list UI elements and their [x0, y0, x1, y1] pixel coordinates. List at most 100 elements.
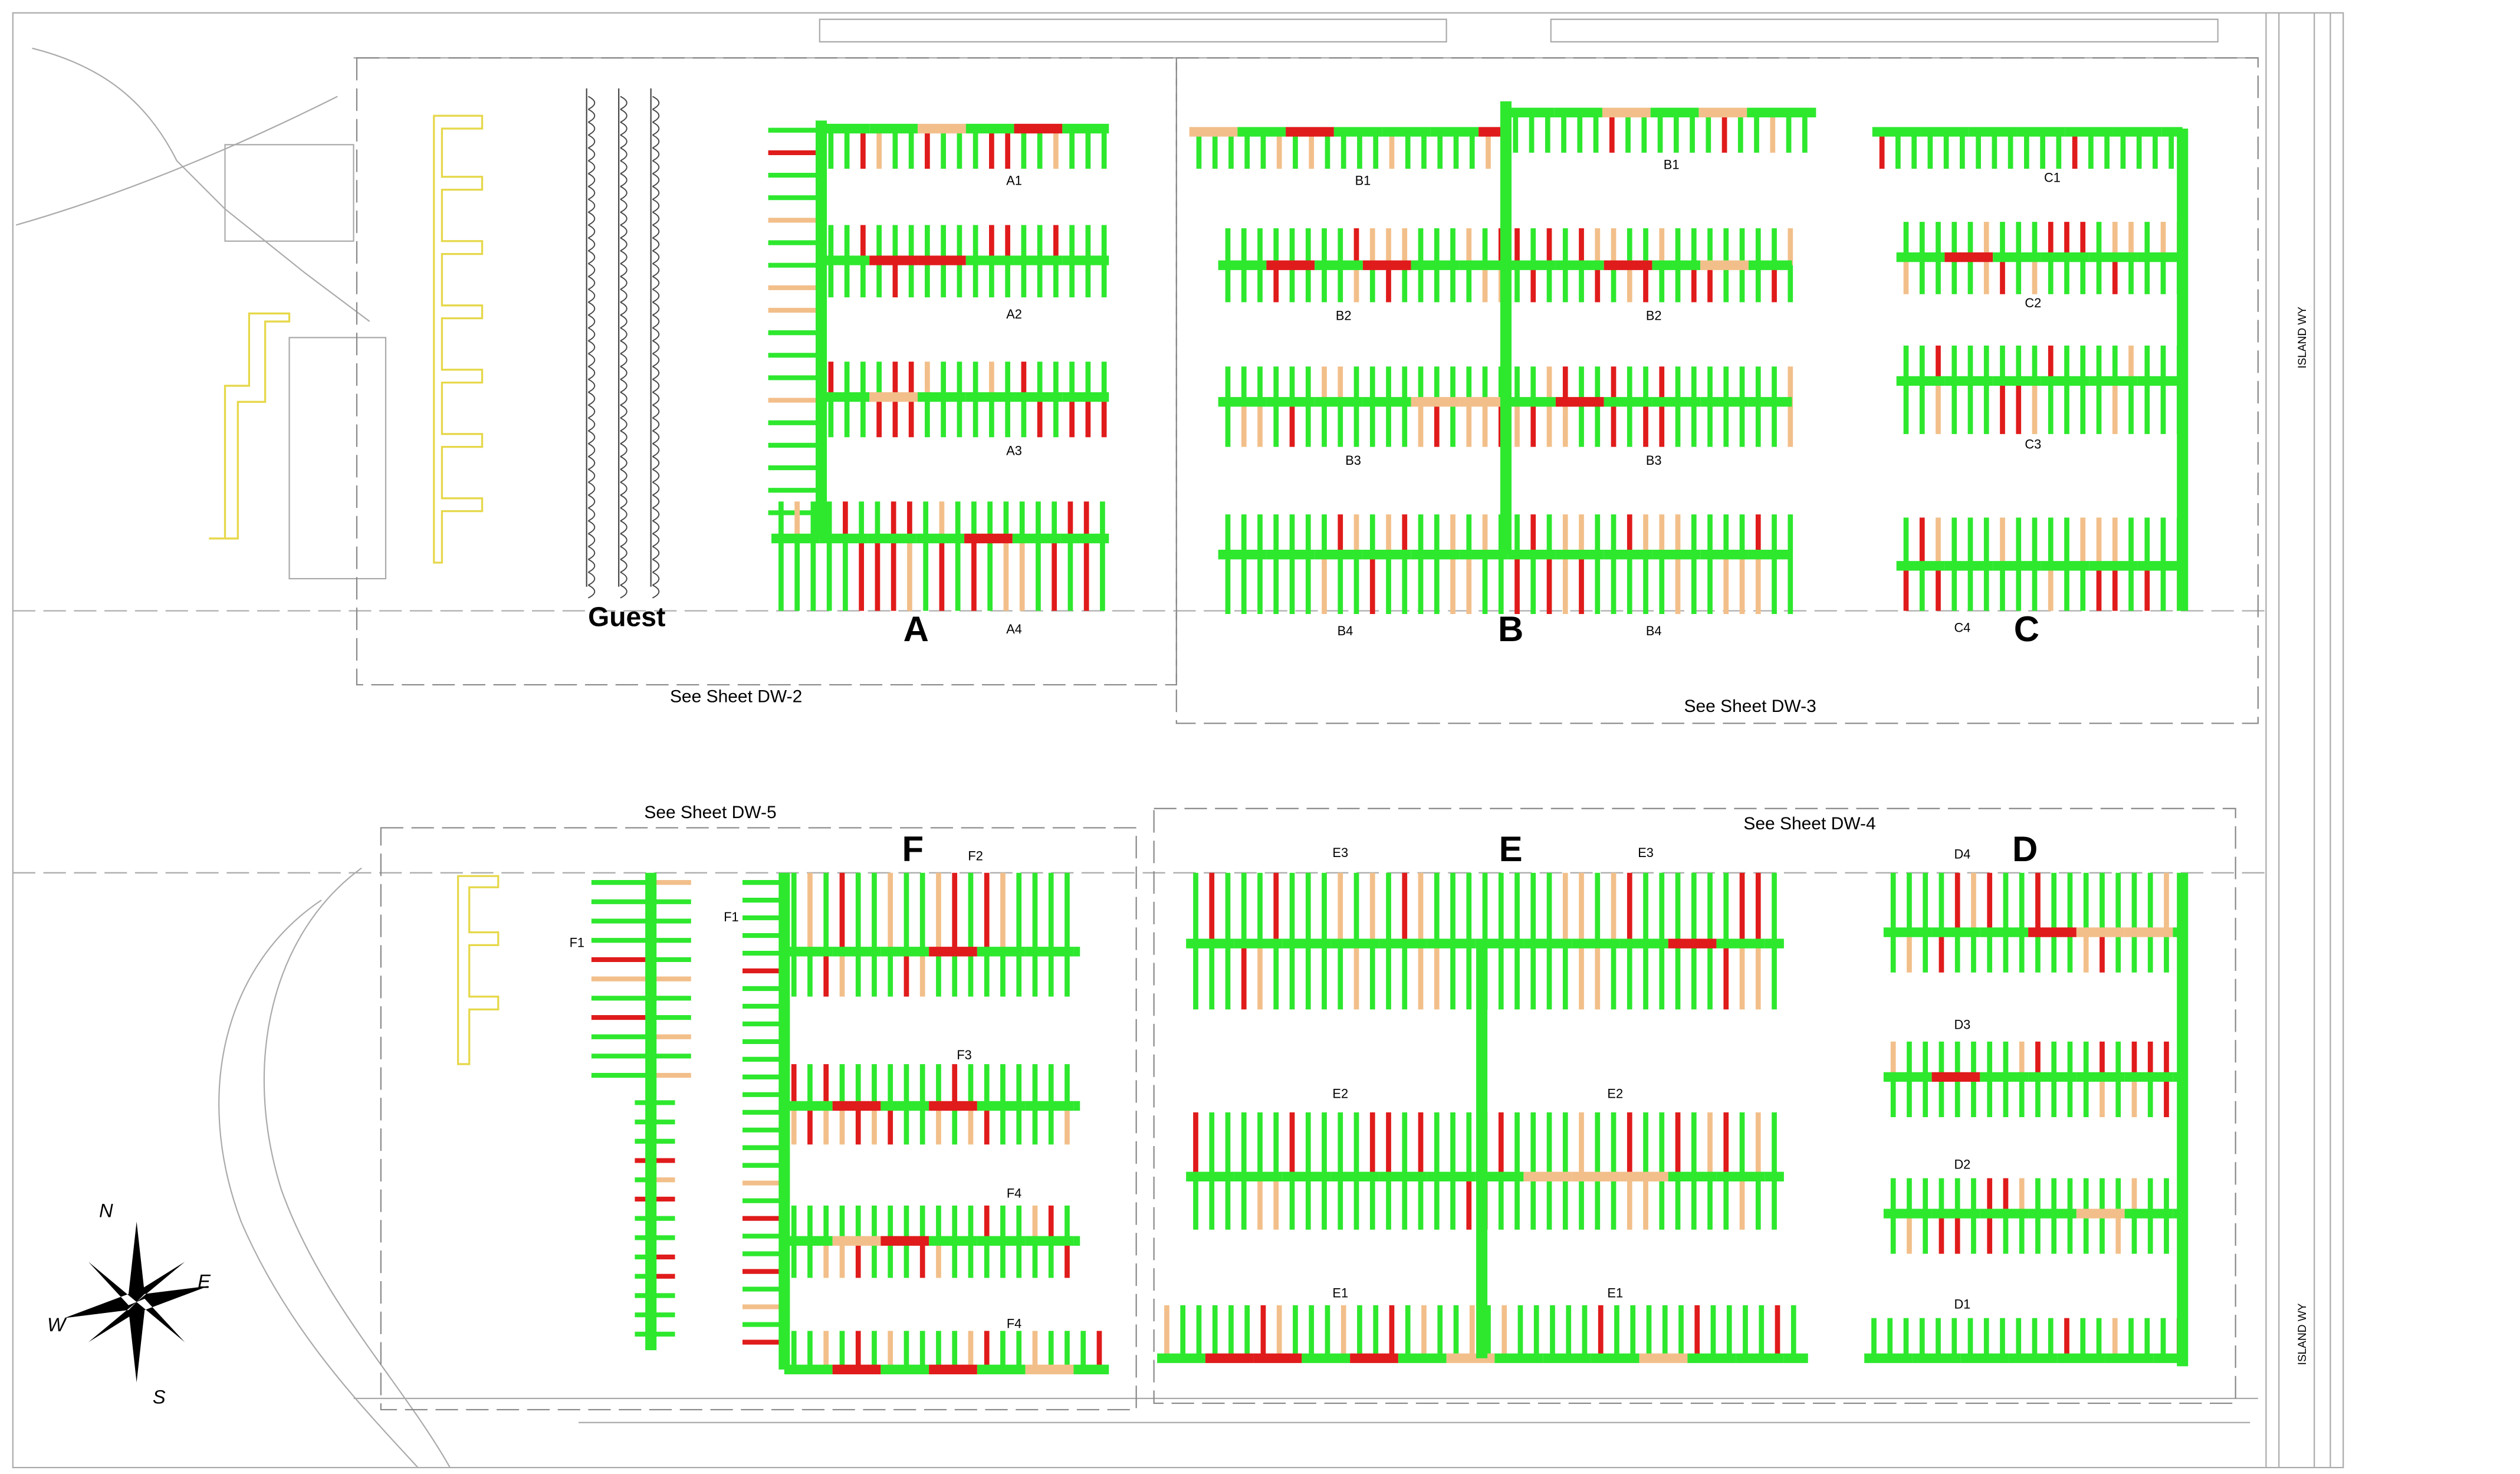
guest-slip: [620, 340, 627, 354]
guest-slip: [587, 186, 596, 200]
guest-slip: [652, 353, 660, 367]
guest-slip: [587, 263, 596, 277]
guest-slip: [652, 585, 660, 599]
street-label: ISLAND WY: [2296, 1303, 2309, 1365]
guest-slip: [652, 288, 660, 303]
guest-slip: [620, 224, 627, 239]
section-letter: D: [2012, 829, 2038, 869]
section-letter: B: [1498, 609, 1523, 649]
guest-slip: [620, 404, 627, 419]
dock-label: A2: [1006, 307, 1022, 321]
guest-slip: [620, 430, 627, 445]
dock-label: B4: [1646, 623, 1662, 638]
guest-slip: [652, 507, 660, 521]
guest-slip: [652, 533, 660, 547]
guest-slip: [587, 173, 596, 187]
guest-slip: [620, 327, 627, 342]
sheet-reference: See Sheet DW-2: [670, 687, 802, 707]
guest-slip: [652, 160, 660, 175]
guest-slip: [620, 417, 627, 432]
guest-slip: [620, 443, 627, 457]
guest-slip: [587, 456, 596, 470]
guest-slip: [620, 520, 627, 534]
guest-slip: [587, 275, 596, 290]
dock-label: E1: [1607, 1286, 1623, 1301]
guest-slip: [652, 199, 660, 213]
dock-label: B3: [1646, 453, 1662, 468]
guest-label: Guest: [588, 601, 665, 632]
sheet-reference: See Sheet DW-4: [1743, 814, 1875, 833]
guest-slip: [620, 237, 627, 252]
guest-slip: [652, 327, 660, 342]
guest-slip: [620, 494, 627, 509]
guest-slip: [587, 288, 596, 303]
guest-slip: [587, 520, 596, 534]
guest-slip: [620, 546, 627, 560]
guest-slip: [620, 96, 627, 110]
guest-slip: [587, 546, 596, 560]
guest-slip: [620, 109, 627, 123]
dock-label: B1: [1355, 173, 1371, 188]
compass-south: S: [153, 1386, 166, 1408]
guest-slip: [587, 314, 596, 329]
dock-label: C3: [2025, 437, 2041, 452]
guest-slip: [652, 546, 660, 560]
guest-slip: [620, 199, 627, 213]
guest-slip: [652, 456, 660, 470]
guest-slip: [652, 340, 660, 354]
sheet-reference: See Sheet DW-3: [1684, 697, 1816, 716]
sheet-reference: See Sheet DW-5: [644, 803, 776, 822]
guest-slip: [652, 250, 660, 264]
guest-slip: [587, 417, 596, 432]
guest-slip: [652, 96, 660, 110]
dock-label: C1: [2044, 170, 2061, 185]
guest-slip: [587, 572, 596, 586]
guest-dock: [586, 88, 660, 599]
guest-slip: [587, 353, 596, 367]
dock-label: F4: [1007, 1316, 1021, 1331]
guest-slip: [587, 160, 596, 175]
dock-label: F3: [957, 1048, 971, 1062]
guest-slip: [587, 250, 596, 264]
street-label: ISLAND WY: [2296, 307, 2309, 369]
docks: [591, 101, 2189, 1375]
dock-label: E1: [1332, 1286, 1348, 1301]
guest-slip: [652, 404, 660, 419]
guest-slip: [587, 443, 596, 457]
dock-label: B2: [1336, 308, 1352, 323]
guest-slip: [620, 263, 627, 277]
guest-slip: [652, 134, 660, 149]
guest-slip: [652, 147, 660, 162]
guest-slip: [652, 520, 660, 534]
dock-label: F2: [968, 848, 983, 863]
guest-slip: [620, 160, 627, 175]
guest-slip: [620, 585, 627, 599]
guest-slip: [620, 507, 627, 521]
guest-slip: [652, 122, 660, 136]
guest-slip: [620, 211, 627, 226]
guest-slip: [620, 186, 627, 200]
guest-slip: [587, 340, 596, 354]
guest-slip: [620, 392, 627, 406]
dock-label: E3: [1638, 845, 1654, 860]
guest-slip: [620, 533, 627, 547]
dock-label: D1: [1954, 1297, 1970, 1312]
guest-slip: [587, 481, 596, 496]
guest-slip: [587, 494, 596, 509]
guest-slip: [652, 109, 660, 123]
guest-slip: [587, 147, 596, 162]
dock-label: C2: [2025, 296, 2041, 310]
guest-slip: [587, 122, 596, 136]
dock-label: B3: [1345, 453, 1361, 468]
guest-slip: [652, 559, 660, 573]
dock-label: C4: [1954, 620, 1970, 635]
guest-slip: [652, 379, 660, 393]
guest-slip: [652, 481, 660, 496]
dock-label: E2: [1607, 1086, 1623, 1101]
guest-slip: [620, 379, 627, 393]
dock-label: A4: [1006, 622, 1022, 636]
dock-label: A1: [1006, 173, 1022, 188]
guest-slip: [620, 301, 627, 316]
dock-label: D2: [1954, 1157, 1970, 1172]
guest-slip: [652, 237, 660, 252]
